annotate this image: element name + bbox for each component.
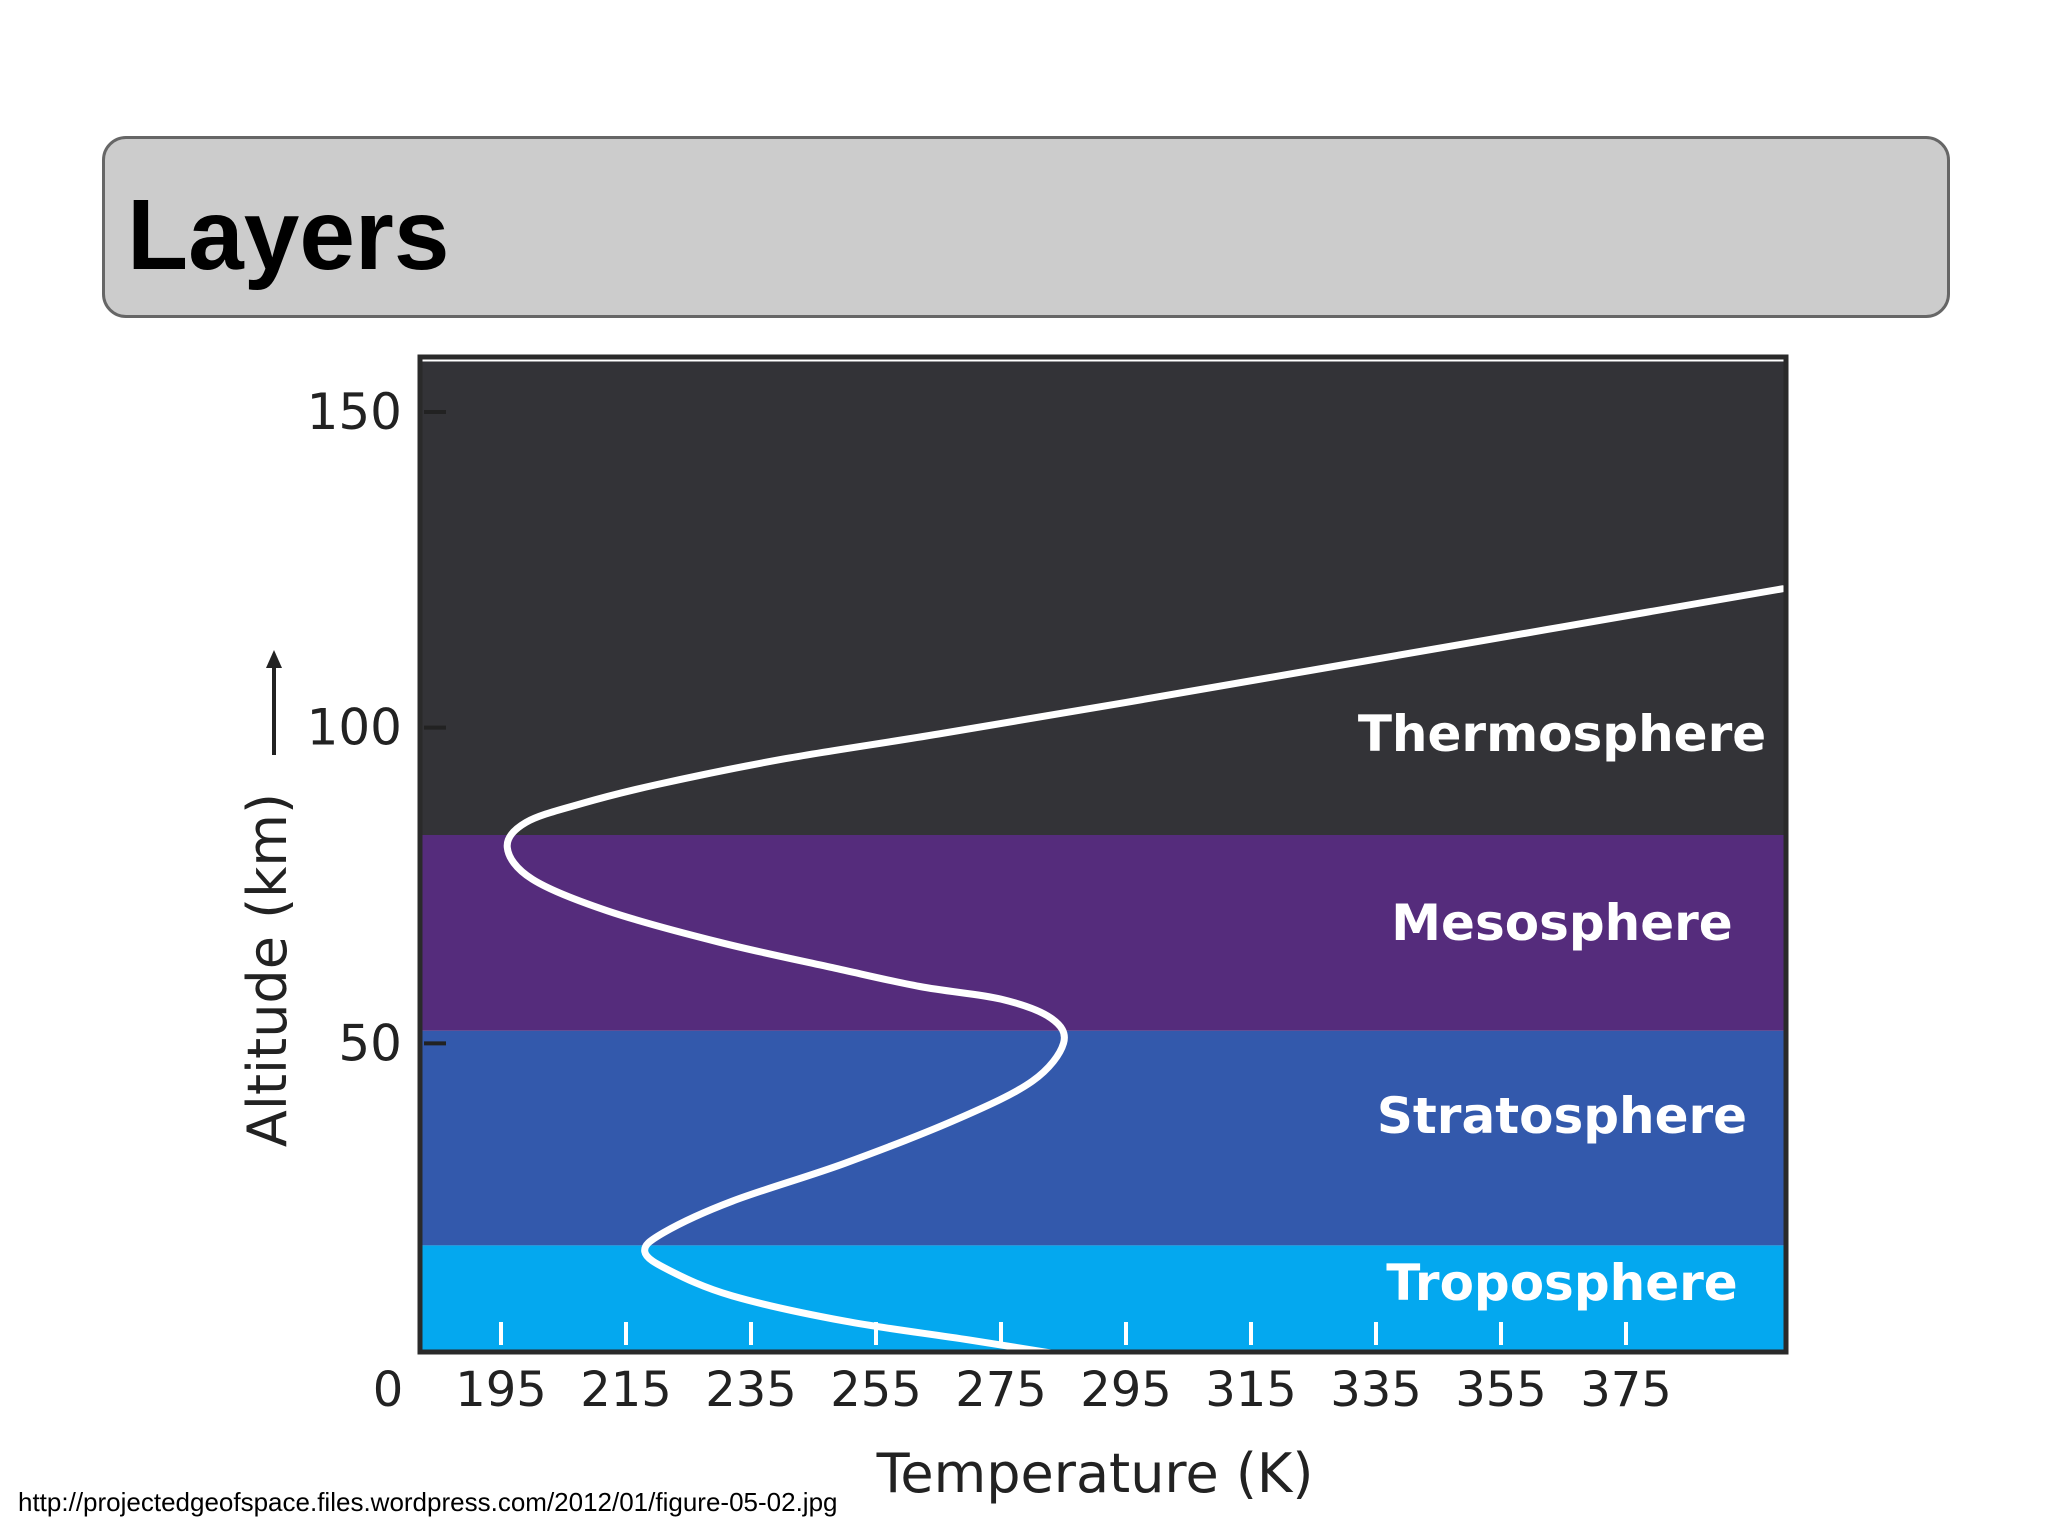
x-tick-label: 335 [1330, 1362, 1422, 1418]
layer-band-mesosphere [420, 834, 1786, 1031]
x-tick-label: 295 [1080, 1362, 1172, 1418]
layer-label-mesosphere: Mesosphere [1391, 894, 1732, 952]
y-axis-label: Altitude (km) [236, 793, 299, 1147]
x-tick-label: 255 [830, 1362, 922, 1418]
plot-frame [417, 354, 1789, 1355]
y-tick-label: 100 [307, 699, 402, 757]
layer-label-thermosphere: Thermosphere [1358, 705, 1766, 763]
source-caption: http://projectedgeofspace.files.wordpres… [18, 1487, 838, 1517]
slide-title: Layers [127, 179, 450, 291]
layer-band-stratosphere [420, 1030, 1786, 1246]
x-tick-label: 375 [1580, 1362, 1672, 1418]
x-tick-label: 235 [705, 1362, 797, 1418]
x-tick-label: 355 [1455, 1362, 1547, 1418]
x-axis-ticks: 195 215 235 255 275 295 315 335 355 375 [455, 1322, 1672, 1418]
y-tick-label: 150 [307, 383, 402, 441]
x-tick-label: 215 [580, 1362, 672, 1418]
layer-band-thermosphere [420, 361, 1786, 835]
x-axis-label: Temperature (K) [876, 1442, 1314, 1505]
x-origin-label: 0 [373, 1362, 404, 1418]
atmosphere-layer-bands [420, 361, 1786, 1352]
temperature-profile-line [503, 585, 1786, 1352]
x-tick-label: 195 [455, 1362, 547, 1418]
x-tick-label: 315 [1205, 1362, 1297, 1418]
layer-labels: Troposphere Stratosphere Mesosphere Thermos… [1358, 705, 1766, 1312]
layer-band-troposphere [420, 1245, 1786, 1352]
layer-label-troposphere: Troposphere [1386, 1254, 1737, 1312]
y-tick-label: 50 [338, 1014, 402, 1072]
y-axis-ticks: 50 100 150 [307, 383, 446, 1072]
layer-label-stratosphere: Stratosphere [1377, 1087, 1747, 1145]
y-axis-arrow [266, 650, 282, 755]
title-bar: Layers [102, 136, 1950, 318]
x-tick-label: 275 [955, 1362, 1047, 1418]
